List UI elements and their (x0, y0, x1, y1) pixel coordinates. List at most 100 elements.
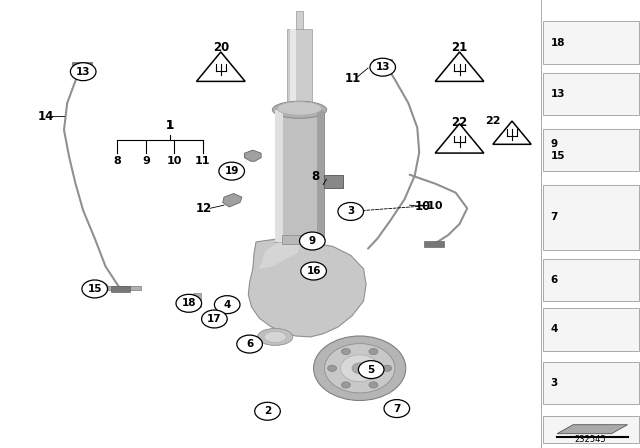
Text: 22: 22 (451, 116, 468, 129)
Circle shape (352, 363, 367, 374)
Text: —10: —10 (416, 201, 442, 211)
FancyBboxPatch shape (543, 362, 639, 404)
Text: 20: 20 (212, 40, 229, 54)
Bar (287, 29, 312, 116)
Circle shape (214, 296, 240, 314)
Bar (193, 293, 201, 307)
Text: 9
15: 9 15 (550, 139, 565, 161)
Text: 13: 13 (376, 62, 390, 72)
Text: 18: 18 (550, 38, 565, 47)
Bar (324, 175, 343, 188)
Text: 13: 13 (550, 89, 565, 99)
Bar (275, 110, 283, 242)
Text: 9: 9 (142, 156, 150, 166)
Circle shape (369, 382, 378, 388)
Text: 11: 11 (195, 156, 211, 166)
Text: ⚠: ⚠ (456, 70, 463, 76)
Bar (275, 110, 324, 242)
Polygon shape (244, 150, 261, 161)
FancyBboxPatch shape (543, 416, 639, 443)
Circle shape (369, 349, 378, 355)
Circle shape (338, 202, 364, 220)
Polygon shape (248, 238, 366, 337)
Ellipse shape (277, 102, 322, 115)
Text: 5: 5 (367, 365, 375, 375)
Bar (317, 110, 324, 242)
Circle shape (340, 355, 379, 382)
Text: 1: 1 (166, 119, 173, 132)
Ellipse shape (257, 328, 293, 345)
Circle shape (255, 402, 280, 420)
Text: 8: 8 (113, 156, 121, 166)
FancyBboxPatch shape (543, 21, 639, 64)
Text: 14: 14 (38, 110, 54, 123)
Ellipse shape (264, 332, 287, 342)
Text: 6: 6 (550, 275, 557, 285)
Bar (290, 29, 296, 116)
Text: 10: 10 (166, 156, 182, 166)
Circle shape (342, 349, 351, 355)
Text: 7: 7 (393, 404, 401, 414)
Text: 13: 13 (76, 67, 90, 77)
FancyBboxPatch shape (543, 308, 639, 350)
Circle shape (219, 162, 244, 180)
Circle shape (370, 58, 396, 76)
Text: 21: 21 (451, 40, 468, 54)
Text: 3: 3 (347, 207, 355, 216)
Text: 9: 9 (308, 236, 316, 246)
Circle shape (176, 294, 202, 312)
Text: 22: 22 (485, 116, 500, 126)
Bar (72, 62, 92, 68)
Circle shape (383, 365, 392, 371)
Circle shape (301, 262, 326, 280)
FancyBboxPatch shape (543, 129, 639, 171)
Text: 6: 6 (246, 339, 253, 349)
Text: 16: 16 (307, 266, 321, 276)
Text: 2: 2 (264, 406, 271, 416)
FancyBboxPatch shape (543, 73, 639, 115)
Text: 4: 4 (550, 324, 558, 334)
Circle shape (300, 232, 325, 250)
Bar (111, 286, 130, 292)
Text: 11: 11 (345, 72, 362, 85)
Circle shape (82, 280, 108, 298)
Text: 17: 17 (207, 314, 221, 324)
Bar (282, 235, 317, 244)
Bar (296, 11, 303, 36)
FancyBboxPatch shape (543, 258, 639, 301)
Polygon shape (557, 425, 627, 434)
FancyBboxPatch shape (543, 185, 639, 250)
Text: 15: 15 (88, 284, 102, 294)
Text: ⚠: ⚠ (509, 135, 515, 141)
Text: 232545: 232545 (574, 435, 606, 444)
Text: 19: 19 (225, 166, 239, 176)
Polygon shape (196, 52, 245, 82)
Text: 7: 7 (550, 212, 558, 222)
Text: 10: 10 (414, 199, 431, 213)
Text: 3: 3 (550, 378, 557, 388)
Circle shape (342, 382, 351, 388)
Bar (99, 286, 141, 290)
Polygon shape (435, 52, 484, 82)
Circle shape (202, 310, 227, 328)
Text: 8: 8 (311, 170, 319, 184)
Text: ⚠: ⚠ (218, 70, 224, 76)
Text: 18: 18 (182, 298, 196, 308)
Polygon shape (259, 240, 301, 269)
Text: 1: 1 (166, 119, 173, 132)
Bar (424, 241, 444, 247)
Polygon shape (435, 124, 484, 153)
Circle shape (314, 336, 406, 401)
Circle shape (358, 361, 384, 379)
Polygon shape (493, 121, 531, 144)
Circle shape (93, 283, 109, 293)
Text: ⚠: ⚠ (456, 142, 463, 148)
Text: 12: 12 (195, 202, 212, 215)
Polygon shape (223, 194, 242, 207)
Bar (373, 59, 392, 65)
Text: 4: 4 (223, 300, 231, 310)
Circle shape (70, 63, 96, 81)
Circle shape (384, 400, 410, 418)
Circle shape (237, 335, 262, 353)
Circle shape (328, 365, 337, 371)
